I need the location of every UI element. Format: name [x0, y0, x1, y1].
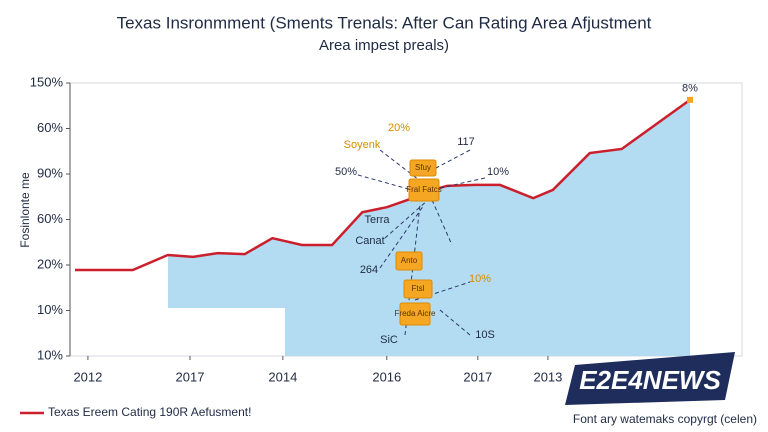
legend-label: Texas Ereem Cating 190R Aefusment!	[48, 405, 251, 419]
annotation-box	[409, 159, 437, 177]
annotation-box	[403, 279, 433, 299]
end-point	[687, 96, 693, 103]
annotation: SiC	[380, 334, 398, 346]
plot-area: 10% 10% 20% 60% 90% 60% 150% 2012 2017 2014 2016 20…	[30, 74, 698, 384]
watermark-text: E2E4NEWS	[579, 365, 721, 395]
annotation: 264	[360, 264, 378, 276]
x-tick-label: 2012	[73, 369, 102, 384]
annotation: Soyenk	[344, 139, 381, 151]
annotation-box	[395, 251, 423, 271]
annotation: Terra	[364, 214, 390, 226]
annotation-box-label: Fral Fatcs	[406, 185, 442, 194]
annotation-box	[399, 302, 431, 326]
annotation: 117	[457, 136, 475, 148]
annotation: 20%	[388, 122, 410, 134]
end-label: 8%	[682, 83, 698, 95]
y-tick-label: 10%	[37, 302, 63, 317]
x-tick-label: 2017	[463, 369, 492, 384]
chart-subtitle: Area impest preals)	[319, 37, 449, 54]
annotation: 10S	[475, 329, 495, 341]
annotation-box-label: Sfuy	[415, 163, 431, 172]
x-tick-label: 2016	[372, 369, 401, 384]
annotation: Canat	[355, 235, 384, 247]
y-tick-label: 10%	[37, 347, 63, 362]
y-tick-label: 90%	[37, 165, 63, 180]
annotation: 10%	[487, 166, 509, 178]
y-tick-label: 150%	[30, 74, 64, 89]
watermark: E2E4NEWS	[565, 352, 735, 405]
x-tick-label: 2013	[533, 369, 562, 384]
footer-note: Font ary watemaks copyrgt (celen)	[573, 412, 757, 426]
area	[167, 99, 691, 357]
annotations: Soyenk 20% 117 50% 10% Terra Canat 264 10% 10S SiC…	[335, 122, 509, 346]
y-tick-label: 60%	[37, 211, 63, 226]
chart-title: Texas Insronmment (Sments Trenals: After…	[117, 13, 652, 32]
annotation: 50%	[335, 166, 357, 178]
annotation-box-label: Anto	[401, 256, 418, 265]
annotation-box-label: Ftsl	[412, 284, 425, 293]
y-tick-label: 20%	[37, 256, 63, 271]
line	[75, 98, 691, 272]
x-tick-label: 2014	[268, 369, 297, 384]
annotation-box-label: Freda Aicre	[395, 309, 436, 318]
annotation-box	[408, 178, 440, 202]
x-tick-label: 2017	[176, 369, 205, 384]
y-axis-label: Fosinlonte me	[18, 172, 32, 248]
y-tick-label: 60%	[37, 120, 63, 135]
annotation: 10%	[469, 273, 491, 285]
